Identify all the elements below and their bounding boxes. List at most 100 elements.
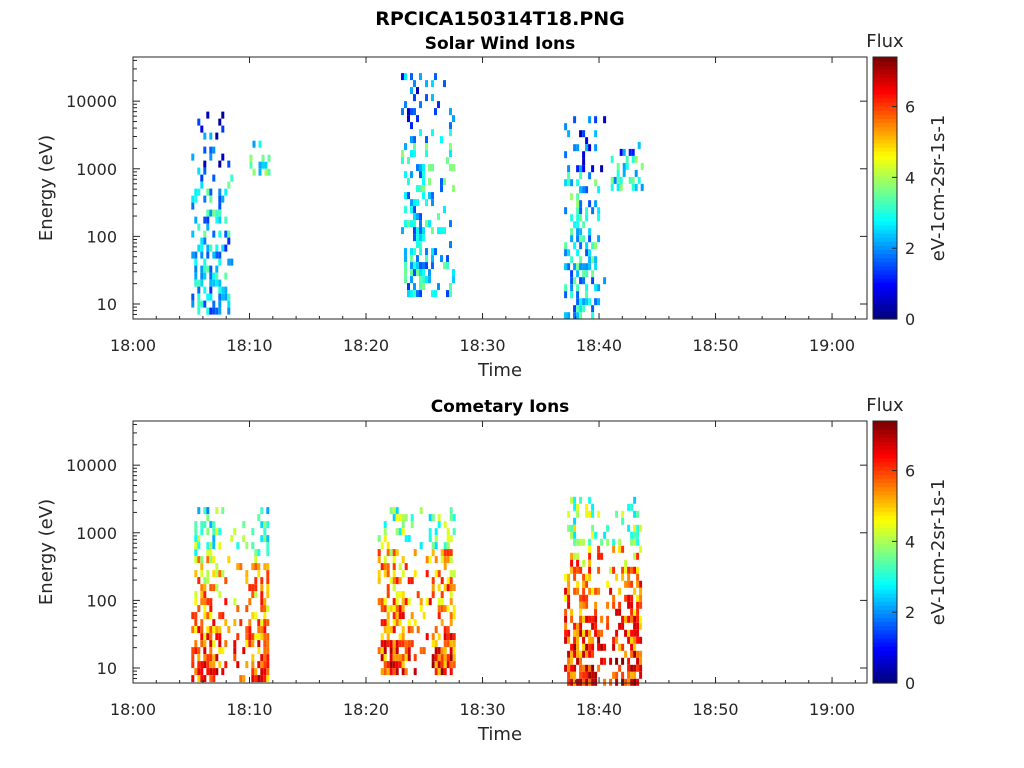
flux-cell <box>579 312 583 320</box>
flux-cell <box>254 668 258 676</box>
flux-cell <box>419 171 422 179</box>
flux-cell <box>245 570 249 578</box>
flux-cell <box>215 528 219 536</box>
flux-cell <box>236 542 240 550</box>
flux-cell <box>576 207 580 215</box>
flux-cell <box>425 199 428 207</box>
flux-cell <box>636 664 640 672</box>
flux-cell <box>585 144 589 152</box>
flux-cell <box>404 598 408 606</box>
colorbar-segment <box>873 188 897 193</box>
flux-cell <box>407 535 411 543</box>
flux-cell <box>398 654 402 662</box>
flux-cell <box>221 286 225 294</box>
flux-cell <box>215 279 219 287</box>
flux-cell <box>428 220 431 228</box>
flux-cell <box>206 223 210 231</box>
flux-cell <box>383 668 387 676</box>
flux-cell <box>443 654 447 662</box>
flux-cell <box>392 612 396 620</box>
flux-cell <box>203 160 207 168</box>
flux-cell <box>419 269 422 277</box>
flux-cell <box>576 650 580 658</box>
flux-cell <box>212 146 216 154</box>
flux-cell <box>564 622 568 630</box>
flux-cell <box>567 601 571 609</box>
flux-cell <box>570 664 574 672</box>
colorbar-segment <box>873 572 897 578</box>
flux-cell <box>636 636 640 644</box>
flux-cell <box>573 144 577 152</box>
flux-cell <box>197 293 201 301</box>
flux-cell <box>631 148 635 156</box>
colorbar-segment <box>873 241 897 246</box>
flux-cell <box>564 615 568 623</box>
flux-cell <box>619 183 623 191</box>
flux-cell <box>248 598 252 606</box>
flux-cell <box>594 601 598 609</box>
flux-cell <box>582 151 586 159</box>
colorbar-frame <box>872 420 898 684</box>
flux-cell <box>443 605 447 613</box>
colorbar-segment <box>873 220 897 226</box>
flux-cell <box>209 153 213 161</box>
colorbar-segment <box>873 617 897 623</box>
colorbar-segment <box>873 535 897 541</box>
flux-cell <box>564 629 568 637</box>
flux-cell <box>437 521 441 529</box>
flux-cell <box>389 577 393 585</box>
flux-cell <box>206 598 210 606</box>
flux-cell <box>200 626 204 634</box>
colorbar-segment <box>873 155 897 160</box>
flux-cell <box>212 640 216 648</box>
flux-cell <box>443 633 447 641</box>
flux-cell <box>588 678 592 686</box>
flux-cell <box>431 584 435 592</box>
flux-cell <box>206 542 210 550</box>
flux-cell <box>636 531 640 539</box>
flux-cell <box>591 305 595 313</box>
flux-cell <box>227 237 231 245</box>
flux-cell <box>573 312 577 320</box>
flux-cell <box>404 255 407 263</box>
flux-cell <box>224 640 228 648</box>
flux-cell <box>576 510 580 518</box>
flux-cell <box>576 221 580 229</box>
flux-cell <box>600 552 604 560</box>
colorbar-segment <box>873 642 897 647</box>
flux-cell <box>564 242 568 250</box>
flux-cell <box>594 615 598 623</box>
flux-cell <box>573 263 577 271</box>
flux-cell <box>567 664 571 672</box>
colorbar-segment <box>873 265 897 271</box>
flux-cell <box>609 587 613 595</box>
flux-cell <box>567 594 571 602</box>
flux-cell <box>631 183 635 191</box>
flux-cell <box>449 619 453 627</box>
flux-cell <box>579 172 583 180</box>
colorbar-segment <box>873 441 897 447</box>
flux-cell <box>582 165 586 173</box>
colorbar-segment <box>873 584 897 590</box>
flux-cell <box>392 577 396 585</box>
flux-cell <box>631 155 635 163</box>
flux-cell <box>440 591 444 599</box>
flux-cell <box>230 535 234 543</box>
flux-cell <box>395 598 399 606</box>
solar-wind-colorbar-label: Flux <box>866 31 904 52</box>
flux-cell <box>410 514 414 522</box>
flux-cell <box>576 235 580 243</box>
flux-cell <box>413 262 416 270</box>
flux-cell <box>591 671 595 679</box>
flux-cell <box>386 570 390 578</box>
flux-cell <box>218 300 222 308</box>
flux-cell <box>200 556 204 564</box>
flux-cell <box>567 130 571 138</box>
flux-cell <box>209 633 213 641</box>
flux-cell <box>227 307 231 315</box>
colorbar-segment <box>873 662 897 668</box>
flux-cell <box>564 179 568 187</box>
flux-cell <box>395 654 399 662</box>
flux-cell <box>564 312 568 320</box>
flux-cell <box>606 622 610 630</box>
